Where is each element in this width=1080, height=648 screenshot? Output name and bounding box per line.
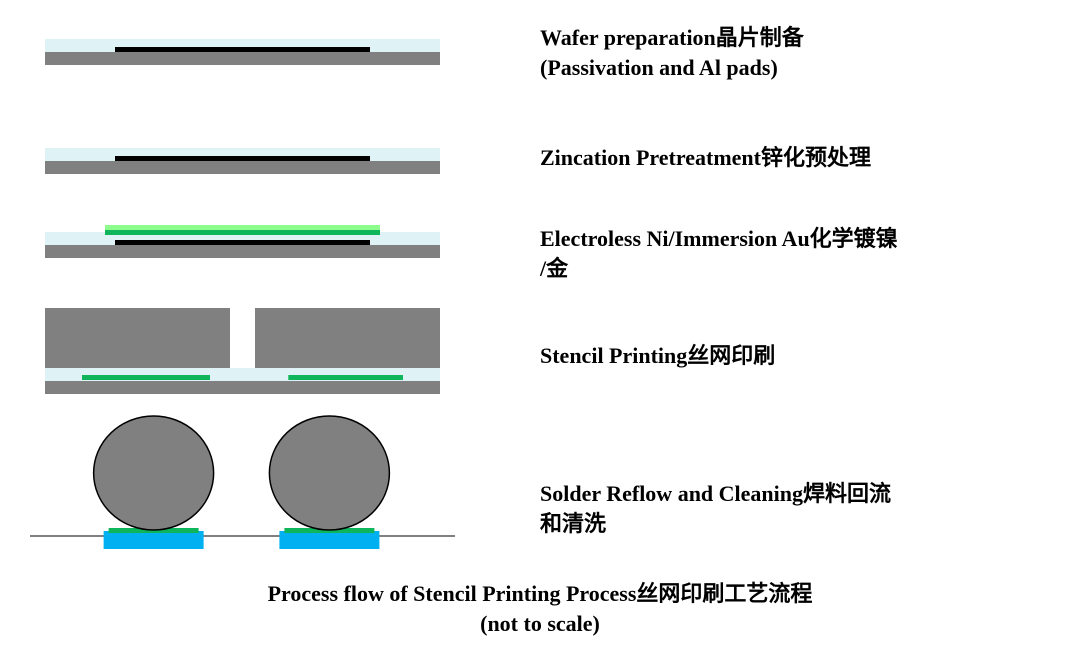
- step1-label-line2: (Passivation and Al pads): [540, 55, 778, 80]
- step2-label-text: Zincation Pretreatment锌化预处理: [540, 145, 871, 170]
- step5-label-line1: Solder Reflow and Cleaning焊料回流: [540, 481, 891, 506]
- step3-label-line2: /金: [540, 256, 568, 281]
- step4-label: Stencil Printing丝网印刷: [540, 341, 1050, 371]
- step1-label: Wafer preparation晶片制备 (Passivation and A…: [540, 23, 1050, 82]
- step2-label: Zincation Pretreatment锌化预处理: [540, 143, 1050, 173]
- caption-line1: Process flow of Stencil Printing Process…: [268, 581, 813, 606]
- diagram-container: Wafer preparation晶片制备 (Passivation and A…: [0, 0, 1080, 643]
- caption-line2: (not to scale): [480, 611, 600, 636]
- step3-label-line1: Electroless Ni/Immersion Au化学镀镍: [540, 226, 898, 251]
- step1-label-line1: Wafer preparation晶片制备: [540, 25, 804, 50]
- diagram-svg: [0, 0, 1080, 643]
- step5-label: Solder Reflow and Cleaning焊料回流 和清洗: [540, 479, 1050, 538]
- step4-label-text: Stencil Printing丝网印刷: [540, 343, 775, 368]
- step3-label: Electroless Ni/Immersion Au化学镀镍 /金: [540, 224, 1050, 283]
- step5-label-line2: 和清洗: [540, 511, 606, 536]
- caption: Process flow of Stencil Printing Process…: [0, 579, 1080, 638]
